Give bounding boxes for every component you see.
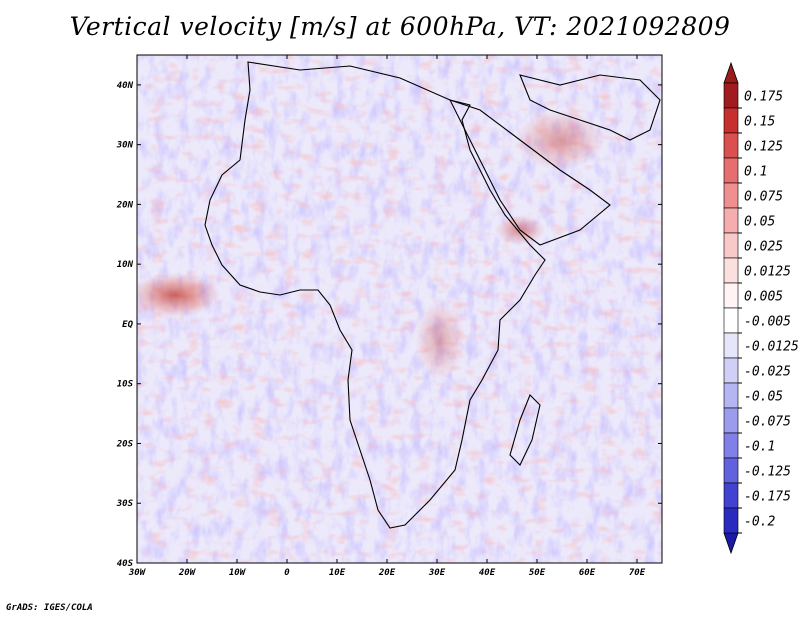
lon-tick-label: 60E xyxy=(579,568,596,578)
colorbar-label: -0.1 xyxy=(744,440,775,455)
colorbar-swatch xyxy=(723,382,739,409)
colorbar-label: 0.1 xyxy=(744,165,767,180)
colorbar: 0.175 0.15 0.125 0.1 0.075 0.05 0.025 0.0125 0.0… xyxy=(723,61,799,555)
lon-tick-label: 10W xyxy=(229,568,247,578)
colorbar-swatch xyxy=(723,432,739,459)
lat-tick-label: 20S xyxy=(116,439,134,449)
colorbar-label: 0.0125 xyxy=(744,265,791,280)
longitude-axis: 30W 20W 10W 0 10E 20E 30E 40E 50E 60E 70E xyxy=(128,55,646,578)
velocity-field xyxy=(137,55,662,563)
colorbar-swatch xyxy=(723,332,739,359)
colorbar-swatch xyxy=(723,107,739,134)
colorbar-swatch xyxy=(723,507,739,534)
colorbar-label: -0.125 xyxy=(744,465,791,480)
colorbar-swatch xyxy=(723,207,739,234)
colorbar-label: 0.025 xyxy=(744,240,783,255)
colorbar-swatch xyxy=(723,457,739,484)
lon-tick-label: 0 xyxy=(284,568,290,578)
colorbar-label: -0.075 xyxy=(744,415,791,430)
lon-tick-label: 40E xyxy=(479,568,496,578)
lat-tick-label: 40S xyxy=(117,559,134,569)
lat-tick-label: 10N xyxy=(117,260,134,270)
colorbar-label: 0.175 xyxy=(744,90,783,105)
lon-tick-label: 50E xyxy=(529,568,546,578)
latitude-axis: 40N 30N 20N 10N EQ 10S 20S 30S 40S xyxy=(116,81,662,569)
colorbar-label: -0.05 xyxy=(744,390,783,405)
colorbar-label: -0.0125 xyxy=(744,340,799,355)
map-title: Vertical velocity [m/s] at 600hPa, VT: 2… xyxy=(69,12,731,41)
lat-tick-label: EQ xyxy=(122,320,133,330)
colorbar-swatch xyxy=(723,182,739,209)
lon-tick-label: 20W xyxy=(178,568,197,578)
lat-tick-label: 30N xyxy=(116,141,134,151)
coastlines xyxy=(204,61,661,529)
lat-tick-label: 40N xyxy=(117,81,134,91)
lon-tick-label: 30E xyxy=(428,568,446,578)
colorbar-swatch xyxy=(723,357,739,384)
colorbar-label: 0.075 xyxy=(744,190,783,205)
colorbar-swatch xyxy=(723,257,739,284)
colorbar-label: -0.005 xyxy=(744,315,791,330)
colorbar-label: -0.025 xyxy=(744,365,791,380)
colorbar-label: 0.15 xyxy=(744,115,775,130)
colorbar-label: -0.175 xyxy=(744,490,791,505)
colorbar-swatch xyxy=(723,132,739,159)
colorbar-bottom-arrow xyxy=(723,532,739,555)
colorbar-label: 0.125 xyxy=(744,140,783,155)
colorbar-label: 0.05 xyxy=(744,215,775,230)
colorbar-swatch xyxy=(723,407,739,434)
colorbar-label: 0.005 xyxy=(744,290,783,305)
colorbar-swatch xyxy=(723,307,739,334)
colorbar-swatch xyxy=(723,82,739,109)
colorbar-swatch xyxy=(723,157,739,184)
footer-credit: GrADS: IGES/COLA xyxy=(6,603,93,613)
lat-tick-label: 20N xyxy=(116,200,134,210)
lon-tick-label: 20E xyxy=(378,568,396,578)
lon-tick-label: 70E xyxy=(629,568,646,578)
lat-tick-label: 10S xyxy=(117,380,134,390)
lat-tick-label: 30S xyxy=(116,499,134,509)
colorbar-swatch xyxy=(723,482,739,509)
colorbar-swatch xyxy=(723,282,739,309)
colorbar-label: -0.2 xyxy=(744,515,775,530)
plot-frame xyxy=(136,54,663,564)
colorbar-swatch xyxy=(723,232,739,259)
lon-tick-label: 30W xyxy=(128,568,147,578)
lon-tick-label: 10E xyxy=(329,568,346,578)
colorbar-top-arrow xyxy=(723,61,739,84)
